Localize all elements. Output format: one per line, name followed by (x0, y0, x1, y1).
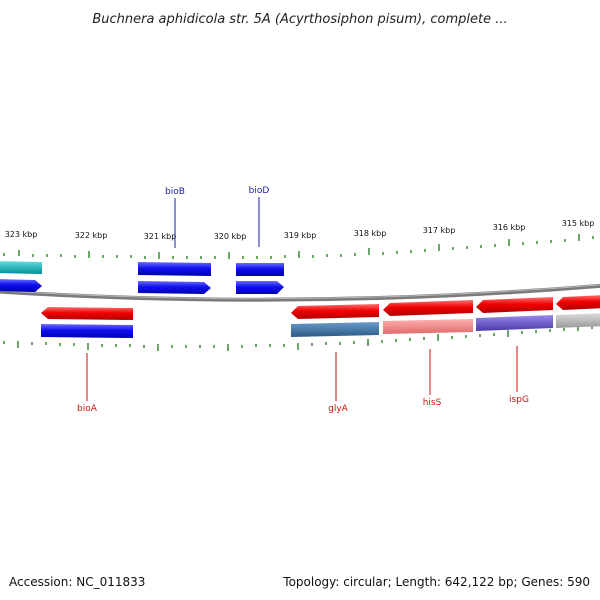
kbp-label: 316 kbp (493, 223, 526, 232)
feature-cds[interactable] (556, 313, 600, 328)
gene-labels: bioB bioD bioA glyA hisS ispG (77, 186, 529, 414)
kbp-label: 319 kbp (284, 231, 317, 240)
kbp-label: 320 kbp (214, 232, 247, 241)
gene-label-hisS[interactable]: hisS (423, 398, 442, 408)
feature-cds[interactable] (383, 319, 473, 334)
feature-cds[interactable] (138, 262, 211, 276)
inner-tick-ring (3, 324, 593, 351)
feature-gene[interactable] (383, 300, 473, 316)
outer-tick-ring (3, 234, 594, 259)
kbp-label: 321 kbp (144, 232, 177, 241)
gene-label-bioB[interactable]: bioB (165, 187, 185, 197)
gene-label-bioA[interactable]: bioA (77, 404, 98, 414)
map-title: Buchnera aphidicola str. 5A (Acyrthosiph… (92, 12, 507, 27)
kbp-label: 315 kbp (562, 219, 595, 228)
genome-summary-text: Topology: circular; Length: 642,122 bp; … (282, 575, 590, 589)
kbp-label: 318 kbp (354, 229, 387, 238)
kbp-label: 322 kbp (75, 231, 108, 240)
forward-gene-row (0, 279, 284, 294)
feature-cds[interactable] (0, 261, 42, 274)
gene-label-ispG[interactable]: ispG (509, 395, 529, 405)
feature-cds[interactable] (41, 324, 133, 338)
feature-gene[interactable] (476, 297, 553, 313)
feature-gene[interactable] (236, 281, 284, 294)
feature-gene[interactable] (138, 281, 211, 294)
kbp-label: 317 kbp (423, 226, 456, 235)
reverse-cds-row (41, 313, 600, 338)
feature-cds[interactable] (291, 322, 379, 337)
feature-cds[interactable] (236, 263, 284, 276)
genome-backbone-highlight (0, 284, 600, 300)
gene-label-bioD[interactable]: bioD (249, 186, 270, 196)
feature-gene[interactable] (0, 279, 42, 292)
feature-gene[interactable] (291, 304, 379, 319)
reverse-gene-row (41, 295, 600, 320)
kbp-label: 323 kbp (5, 230, 38, 239)
genome-backbone (0, 283, 600, 302)
feature-gene[interactable] (556, 295, 600, 310)
feature-gene[interactable] (41, 307, 133, 320)
forward-cds-row (0, 261, 284, 276)
accession-text: Accession: NC_011833 (9, 575, 145, 589)
gene-label-glyA[interactable]: glyA (328, 404, 349, 414)
kbp-labels: 323 kbp 322 kbp 321 kbp 320 kbp 319 kbp … (5, 219, 595, 241)
feature-cds[interactable] (476, 315, 553, 331)
